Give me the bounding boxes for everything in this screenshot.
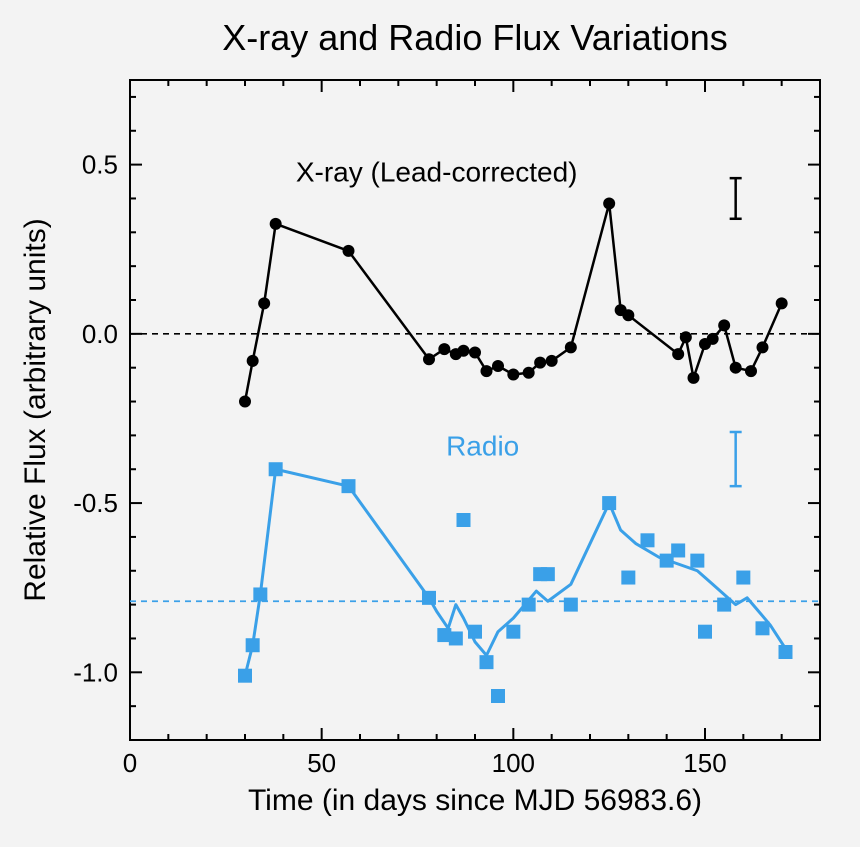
xtick-label: 100 — [492, 748, 535, 778]
data-marker — [779, 645, 793, 659]
data-marker — [480, 655, 494, 669]
chart-container: X-ray and Radio Flux Variations 0 50 100 150… — [0, 0, 860, 847]
data-marker — [745, 365, 757, 377]
data-marker — [602, 496, 616, 510]
xtick-label: 50 — [307, 748, 336, 778]
data-marker — [492, 360, 504, 372]
data-marker — [422, 591, 436, 605]
data-marker — [423, 353, 435, 365]
data-marker — [343, 245, 355, 257]
data-marker — [541, 567, 555, 581]
data-marker — [270, 218, 282, 230]
data-marker — [756, 621, 770, 635]
data-marker — [564, 598, 578, 612]
ytick-label: 0.0 — [82, 319, 118, 349]
x-axis-label: Time (in days since MJD 56983.6) — [248, 784, 702, 817]
data-marker — [247, 355, 259, 367]
series-label: Radio — [446, 431, 519, 462]
data-marker — [506, 625, 520, 639]
data-marker — [342, 479, 356, 493]
data-marker — [253, 587, 267, 601]
data-marker — [680, 331, 692, 343]
data-marker — [258, 297, 270, 309]
data-marker — [621, 571, 635, 585]
data-marker — [468, 625, 482, 639]
data-marker — [269, 462, 283, 476]
data-marker — [672, 348, 684, 360]
data-marker — [522, 598, 536, 612]
data-marker — [246, 638, 260, 652]
data-marker — [776, 297, 788, 309]
data-marker — [688, 372, 700, 384]
data-marker — [622, 309, 634, 321]
data-marker — [641, 533, 655, 547]
data-marker — [565, 341, 577, 353]
data-marker — [671, 543, 685, 557]
data-marker — [239, 396, 251, 408]
ytick-label: -1.0 — [73, 657, 118, 687]
chart-title: X-ray and Radio Flux Variations — [222, 17, 728, 58]
data-marker — [457, 513, 471, 527]
data-marker — [717, 598, 731, 612]
data-marker — [238, 669, 252, 683]
data-marker — [730, 362, 742, 374]
data-marker — [458, 345, 470, 357]
data-marker — [698, 625, 712, 639]
data-marker — [449, 631, 463, 645]
data-marker — [481, 365, 493, 377]
data-marker — [707, 333, 719, 345]
data-marker — [546, 355, 558, 367]
series-label: X-ray (Lead-corrected) — [296, 157, 578, 188]
chart-svg: X-ray and Radio Flux Variations 0 50 100 150… — [0, 0, 860, 847]
data-marker — [491, 689, 505, 703]
data-marker — [690, 554, 704, 568]
ytick-label: 0.5 — [82, 150, 118, 180]
data-marker — [534, 357, 546, 369]
data-marker — [757, 341, 769, 353]
data-marker — [469, 346, 481, 358]
data-marker — [603, 198, 615, 210]
data-marker — [523, 367, 535, 379]
xtick-label: 0 — [123, 748, 137, 778]
ytick-label: -0.5 — [73, 488, 118, 518]
data-marker — [736, 571, 750, 585]
data-marker — [718, 319, 730, 331]
xtick-label: 150 — [683, 748, 726, 778]
data-marker — [438, 343, 450, 355]
y-axis-label: Relative Flux (arbitrary units) — [19, 218, 52, 601]
data-marker — [507, 368, 519, 380]
